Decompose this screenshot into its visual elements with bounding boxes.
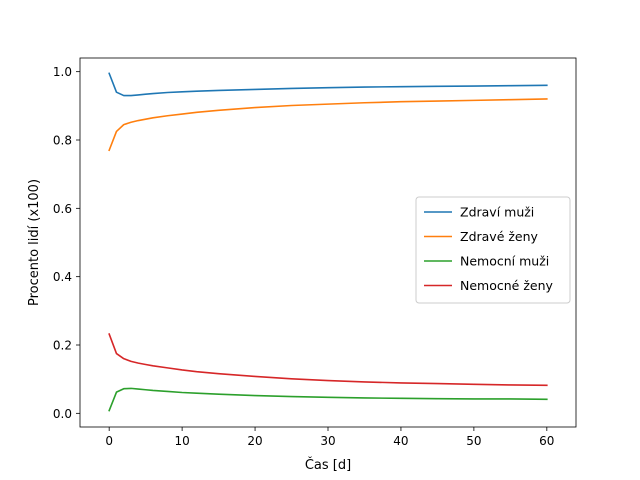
y-tick-label: 0.6 xyxy=(53,202,72,216)
y-axis-label: Procento lidí (x100) xyxy=(27,179,42,306)
legend-label: Zdravé ženy xyxy=(460,229,539,244)
legend-label: Zdraví muži xyxy=(460,205,534,220)
legend: Zdraví muži Zdravé ženy Nemocní muži Nemocn… xyxy=(415,196,571,304)
series-layer xyxy=(108,72,548,412)
series-line-1 xyxy=(108,72,548,97)
legend-label: Nemocní muži xyxy=(460,254,549,269)
series-line-2 xyxy=(108,98,548,152)
y-tick-label: 1.0 xyxy=(53,65,72,79)
x-tick-label: 40 xyxy=(393,434,408,448)
x-tick-label: 50 xyxy=(466,434,481,448)
series-line-4 xyxy=(108,333,548,387)
y-tick-label: 0.8 xyxy=(53,134,72,148)
legend-label: Nemocné ženy xyxy=(460,278,553,293)
x-tick-label: 0 xyxy=(105,434,113,448)
x-tick-label: 10 xyxy=(174,434,189,448)
x-tick-label: 60 xyxy=(539,434,554,448)
y-tick-label: 0.2 xyxy=(53,339,72,353)
x-axis: 0 10 20 30 40 50 60 xyxy=(105,427,554,448)
x-axis-label: Čas [d] xyxy=(305,457,351,473)
series-line-3 xyxy=(108,387,548,412)
legend-box xyxy=(415,196,571,304)
y-tick-label: 0.0 xyxy=(53,407,72,421)
x-tick-label: 20 xyxy=(247,434,262,448)
x-tick-label: 30 xyxy=(320,434,335,448)
y-axis: 0.0 0.2 0.4 0.6 0.8 1.0 xyxy=(53,65,80,421)
y-tick-label: 0.4 xyxy=(53,270,72,284)
